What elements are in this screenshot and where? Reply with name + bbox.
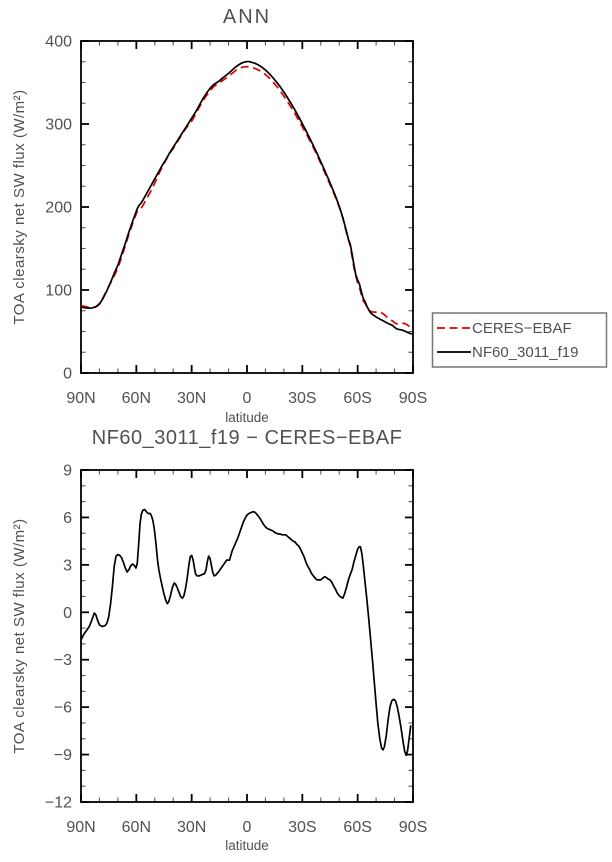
y-tick-label: 3 [63,557,72,574]
y-tick-label: 0 [63,366,72,383]
x-tick-label: 60S [343,390,371,407]
y-tick-label: 300 [45,117,72,134]
x-tick-label: 0 [243,390,252,407]
bottom-plot-ylabel: TOA clearsky net SW flux (W/m²) [11,518,28,753]
x-tick-label: 0 [243,819,252,836]
y-tick-label: 0 [63,605,72,622]
bottom-plot-title: NF60_3011_f19 − CERES−EBAF [92,427,403,449]
top-plot-xlabel: latitude [225,410,269,425]
legend: CERES−EBAF NF60_3011_f19 [431,312,608,368]
plot-frame [80,469,414,803]
y-tick-label: 9 [63,463,72,480]
x-tick-label: 90S [399,819,427,836]
top-plot-title: ANN [223,6,271,28]
bottom-plot-panel: 90N 60N 30N 0 30S 60S 90S 9 6 3 0 −3 −6 −9 −12 [45,463,427,837]
y-tick-label: 6 [63,510,72,527]
legend-label-nf60-3011-f19: NF60_3011_f19 [472,344,578,361]
x-tick-label: 90N [66,390,95,407]
x-tick-label: 30N [177,819,206,836]
curve-ceres-ebaf [80,65,414,329]
bottom-plot-xlabel: latitude [225,838,269,853]
x-tick-label: 30N [177,390,206,407]
y-tick-label: −3 [54,652,72,669]
y-tick-label: −9 [54,747,72,764]
x-tick-label: 60N [122,819,151,836]
y-tick-label: 100 [45,283,72,300]
x-tick-label: 90S [399,390,427,407]
y-tick-label: −12 [45,795,72,812]
x-tick-label: 60N [122,390,151,407]
x-tick-label: 30S [288,819,316,836]
top-plot-panel: 90N 60N 30N 0 30S 60S 90S 400 300 200 100 0 [45,34,427,408]
curve-nf60-3011-f19-ceres-ebaf [80,508,412,757]
top-plot-ylabel: TOA clearsky net SW flux (W/m²) [11,89,28,324]
y-tick-label: −6 [54,700,72,717]
legend-label-ceres-ebaf: CERES−EBAF [472,320,572,337]
y-tick-label: 400 [45,34,72,51]
y-tick-label: 200 [45,200,72,217]
x-tick-label: 60S [343,819,371,836]
x-tick-label: 30S [288,390,316,407]
legend-box [431,312,608,368]
curve-nf60-3011-f19 [80,60,414,335]
x-tick-label: 90N [66,819,95,836]
plot-frame [80,40,414,374]
